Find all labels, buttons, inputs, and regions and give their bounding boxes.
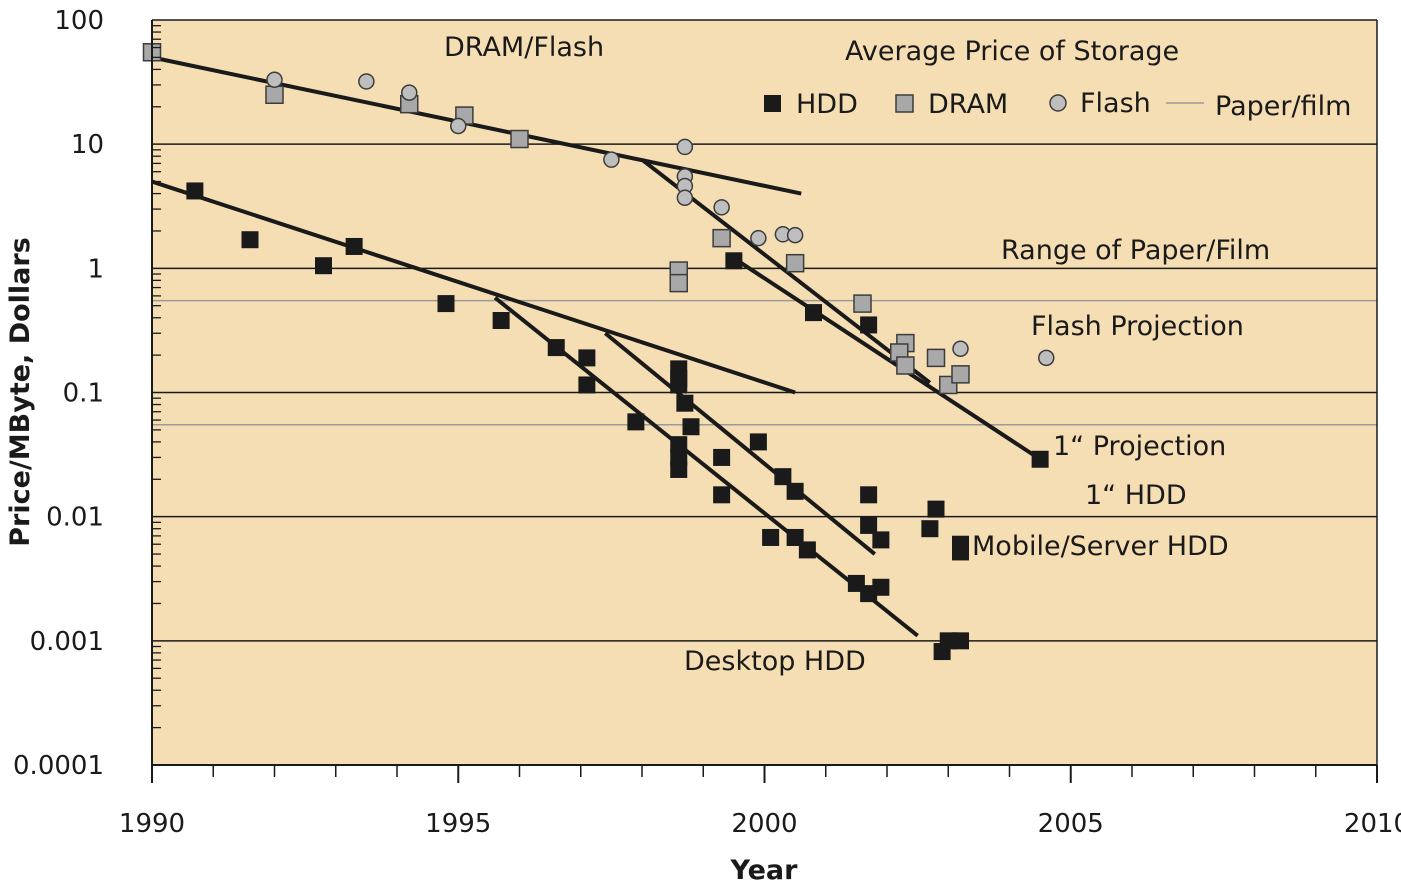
x-tick-label: 2005 <box>1038 809 1104 839</box>
x-axis-title: Year <box>730 855 799 886</box>
hdd-point <box>872 531 890 549</box>
grid-lines <box>152 19 1377 642</box>
flash-point <box>603 151 620 168</box>
annotation-desktop: Desktop HDD <box>684 646 866 677</box>
annotation-flash-projection: Flash Projection <box>1031 311 1244 342</box>
trend-line <box>151 55 802 196</box>
hdd-point <box>805 304 822 322</box>
legend-flash-marker <box>1049 94 1067 112</box>
hdd-point <box>725 252 743 270</box>
dram-point <box>926 348 946 368</box>
x-tick-label: 1995 <box>425 809 491 839</box>
flash-point <box>401 84 418 101</box>
trend-line <box>151 179 796 395</box>
hdd-point <box>860 516 878 534</box>
data-points <box>142 42 1055 661</box>
flash-point <box>952 340 969 358</box>
annotation-one-inch-projection: 1“ Projection <box>1053 431 1226 462</box>
hdd-point <box>927 500 945 518</box>
legend-hdd-marker <box>764 95 781 112</box>
x-tick-label: 2010 <box>1344 809 1401 839</box>
hdd-point <box>749 433 767 451</box>
legend: HDD DRAM Flash Paper/film <box>764 88 1351 122</box>
flash-point <box>450 117 467 135</box>
dram-point <box>785 253 805 273</box>
y-tick-label: 100 <box>54 6 104 36</box>
y-tick-label: 0.01 <box>46 503 104 533</box>
y-tick-label: 0.1 <box>63 379 104 409</box>
y-tick-label: 0.001 <box>30 627 104 657</box>
hdd-point <box>921 520 939 538</box>
legend-dram-marker <box>895 94 914 113</box>
dram-point <box>510 129 529 149</box>
legend-flash-label: Flash <box>1080 88 1151 119</box>
hdd-point <box>1031 450 1049 468</box>
axes <box>151 20 1378 783</box>
y-tick-label: 0.0001 <box>13 751 104 781</box>
hdd-point <box>933 643 951 661</box>
flash-point <box>750 229 767 247</box>
dram-point <box>712 228 731 248</box>
hdd-point <box>786 482 804 500</box>
hdd-point <box>798 541 816 559</box>
hdd-point <box>860 486 878 504</box>
y-axis-title: Price/MByte, Dollars <box>5 237 36 547</box>
hdd-point <box>774 468 792 486</box>
hdd-point <box>713 486 731 504</box>
hdd-point <box>872 578 890 596</box>
hdd-point <box>952 543 969 561</box>
hdd-point <box>345 237 363 255</box>
legend-hdd-label: HDD <box>796 89 858 120</box>
legend-dram-label: DRAM <box>928 89 1008 120</box>
hdd-point <box>437 295 455 313</box>
annotation-dram-flash: DRAM/Flash <box>444 32 604 63</box>
tick-labels: 100 10 1 0.1 0.01 0.001 0.0001 1990 1995 2000 2005… <box>13 6 1401 839</box>
flash-point <box>266 71 283 89</box>
hdd-point <box>952 632 969 650</box>
hdd-point <box>670 460 688 478</box>
flash-point <box>676 138 694 156</box>
dram-point <box>265 85 284 105</box>
hdd-point <box>682 418 700 436</box>
dram-point <box>669 273 688 293</box>
hdd-point <box>492 312 510 330</box>
hdd-point <box>762 528 780 546</box>
dram-point <box>951 365 970 384</box>
dram-point <box>896 356 915 375</box>
hdd-point <box>578 349 596 367</box>
trend-line <box>726 252 1042 461</box>
flash-point <box>1038 349 1055 367</box>
flash-point <box>786 226 804 244</box>
hdd-point <box>860 316 878 334</box>
x-tick-label: 1990 <box>119 809 185 839</box>
hdd-point <box>670 376 688 394</box>
x-tick-label: 2000 <box>731 809 797 839</box>
hdd-point <box>627 413 645 431</box>
flash-point <box>713 199 730 216</box>
annotation-paper-range: Range of Paper/Film <box>1001 235 1270 266</box>
legend-paper-label: Paper/film <box>1215 91 1351 122</box>
hdd-point <box>186 182 204 200</box>
paper-film-range <box>152 299 1377 426</box>
trend-line <box>493 296 919 638</box>
hdd-point <box>676 394 694 412</box>
flash-point <box>358 73 375 90</box>
y-tick-label: 10 <box>71 130 104 160</box>
hdd-point <box>578 376 596 394</box>
chart-title: Average Price of Storage <box>845 36 1179 67</box>
annotation-mobile-server: Mobile/Server HDD <box>972 531 1229 562</box>
flash-point <box>676 189 694 207</box>
trend-line <box>603 331 877 556</box>
hdd-point <box>713 448 731 466</box>
dram-point <box>853 294 872 313</box>
annotation-one-inch-hdd: 1“ HDD <box>1085 480 1187 511</box>
hdd-point <box>547 339 565 357</box>
y-tick-label: 1 <box>87 254 104 284</box>
hdd-point <box>241 231 259 249</box>
hdd-point <box>315 257 332 275</box>
